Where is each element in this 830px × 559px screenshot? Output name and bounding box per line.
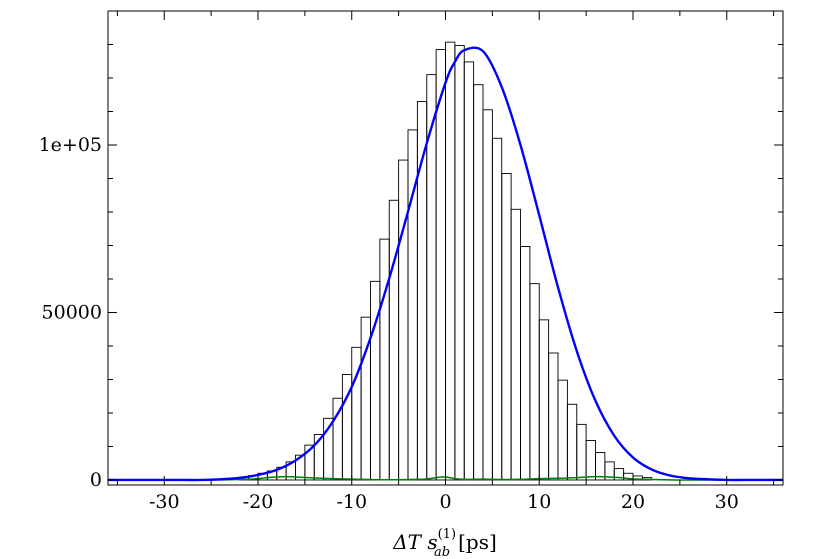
x-axis-title: ΔT s(1) ab [ps] <box>392 527 497 559</box>
x-tick-label: 30 <box>715 491 739 513</box>
y-tick-label: 1e+05 <box>39 134 102 156</box>
residual-curve <box>107 475 783 481</box>
x-tick-label: -20 <box>243 491 274 513</box>
x-tick-label: -10 <box>336 491 367 513</box>
y-tick-label: 50000 <box>42 301 102 323</box>
x-tick-label: 10 <box>527 491 551 513</box>
y-axis-ticks: 0 50000 1e+05 <box>39 43 783 491</box>
y-tick-label: 0 <box>90 469 102 491</box>
x-axis-title-subscript: ab <box>434 545 450 559</box>
fit-curve <box>107 46 783 482</box>
x-axis-title-symbol: ΔT s <box>392 530 437 554</box>
x-axis-title-superscript: (1) <box>438 527 456 542</box>
x-tick-label: 20 <box>621 491 645 513</box>
x-tick-label: 0 <box>439 491 451 513</box>
x-axis-ticks: -30 -20 -10 0 10 20 30 <box>116 11 775 513</box>
x-axis-title-unit: [ps] <box>458 530 497 554</box>
x-tick-label: -30 <box>149 491 180 513</box>
